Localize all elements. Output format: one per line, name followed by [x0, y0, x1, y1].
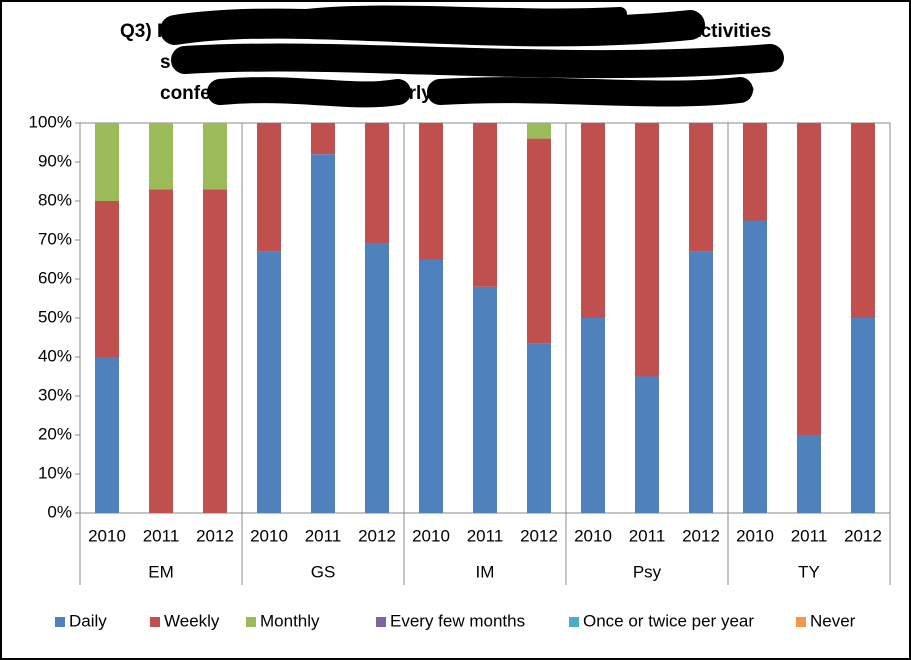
x-tick-label: 2012 — [520, 526, 558, 545]
legend-label: Weekly — [164, 611, 220, 630]
bar-segment — [311, 154, 335, 513]
x-tick-label: 2010 — [250, 526, 288, 545]
bar-segment — [203, 123, 227, 190]
y-tick-label: 70% — [38, 229, 72, 248]
redaction — [207, 77, 411, 108]
legend-swatch — [55, 617, 65, 627]
x-tick-label: 2012 — [196, 526, 234, 545]
legend-label: Once or twice per year — [583, 611, 754, 630]
legend-swatch — [246, 617, 256, 627]
y-tick-label: 90% — [38, 151, 72, 170]
bar-segment — [257, 123, 281, 252]
redaction — [160, 8, 705, 47]
x-tick-label: 2012 — [844, 526, 882, 545]
y-tick-label: 60% — [38, 268, 72, 287]
legend-swatch — [376, 617, 386, 627]
group-label: IM — [476, 562, 495, 581]
x-tick-label: 2012 — [358, 526, 396, 545]
legend-label: Never — [810, 611, 856, 630]
y-tick-label: 10% — [38, 463, 72, 482]
group-label: GS — [311, 562, 336, 581]
bar-segment — [365, 123, 389, 244]
x-tick-label: 2011 — [143, 526, 180, 545]
legend-swatch — [796, 617, 806, 627]
bar-segment — [635, 123, 659, 377]
x-tick-label: 2011 — [305, 526, 342, 545]
bar-segment — [851, 123, 875, 318]
redaction — [427, 77, 753, 107]
y-tick-label: 40% — [38, 346, 72, 365]
bar-segment — [203, 189, 227, 514]
y-tick-label: 30% — [38, 385, 72, 404]
bar-segment — [797, 123, 821, 435]
bar-segment — [149, 189, 173, 514]
bar-segment — [635, 376, 659, 513]
bar-segment — [95, 201, 119, 357]
bar-segment — [311, 123, 335, 155]
bar-segment — [689, 251, 713, 513]
redaction — [283, 5, 627, 25]
legend-swatch — [569, 617, 579, 627]
bar-segment — [743, 220, 767, 513]
y-tick-label: 20% — [38, 424, 72, 443]
title-fragment: Q3) H — [120, 21, 171, 42]
bar-segment — [689, 123, 713, 252]
title-fragment: confer — [160, 83, 219, 104]
x-tick-label: 2011 — [467, 526, 504, 545]
group-label: EM — [148, 562, 174, 581]
y-tick-label: 50% — [38, 307, 72, 326]
bar-segment — [419, 123, 443, 260]
legend-swatch — [150, 617, 160, 627]
legend-label: Daily — [69, 611, 107, 630]
group-label: Psy — [633, 562, 662, 581]
x-tick-label: 2010 — [88, 526, 126, 545]
bar-segment — [419, 259, 443, 513]
group-label: TY — [798, 562, 820, 581]
bar-segment — [527, 123, 551, 139]
bar-segment — [473, 286, 497, 513]
legend-label: Every few months — [390, 611, 525, 630]
x-tick-label: 2010 — [736, 526, 774, 545]
bar-segment — [149, 123, 173, 190]
bar-segment — [581, 123, 605, 318]
bar-segment — [527, 138, 551, 344]
x-tick-label: 2011 — [791, 526, 828, 545]
y-tick-label: 100% — [29, 112, 72, 131]
bar-segment — [95, 123, 119, 201]
x-tick-label: 2011 — [629, 526, 666, 545]
bar-segment — [851, 318, 875, 513]
bar-segment — [581, 318, 605, 513]
title-fragment: activities — [690, 21, 771, 42]
bar-segment — [743, 123, 767, 221]
x-tick-label: 2010 — [574, 526, 612, 545]
x-tick-label: 2012 — [682, 526, 720, 545]
bar-segment — [95, 357, 119, 513]
bar-segment — [365, 243, 389, 513]
bar-segment — [797, 435, 821, 513]
bar-segment — [473, 123, 497, 287]
redaction — [171, 43, 784, 79]
bar-segment — [257, 251, 281, 513]
y-tick-label: 80% — [38, 190, 72, 209]
x-tick-label: 2010 — [412, 526, 450, 545]
bar-segment — [527, 343, 551, 513]
y-tick-label: 0% — [47, 502, 72, 521]
legend-label: Monthly — [260, 611, 320, 630]
